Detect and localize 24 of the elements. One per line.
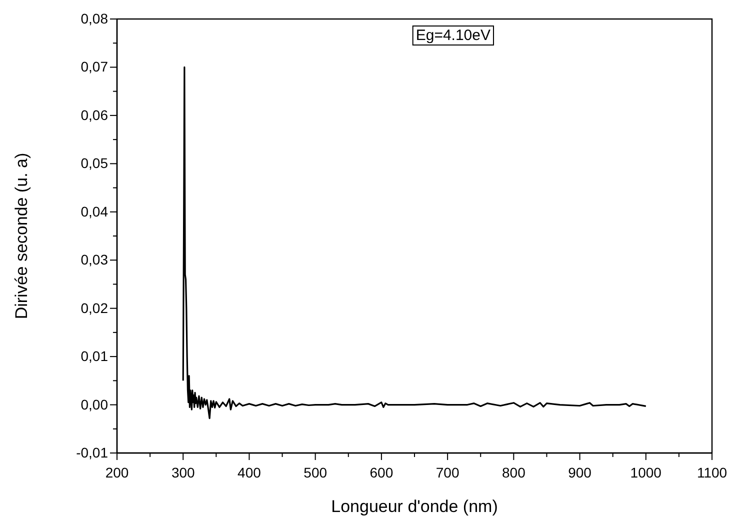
x-tick-label: 1000: [630, 464, 662, 480]
x-tick-label: 300: [171, 464, 196, 480]
y-tick-label: 0,04: [80, 203, 108, 220]
y-tick-label: 0,00: [80, 396, 108, 412]
y-tick-label: 0,01: [80, 348, 108, 364]
x-tick-label: 400: [238, 464, 262, 480]
line-series: [182, 66, 647, 420]
x-tick-label: 1100: [696, 464, 728, 480]
x-tick-label: 600: [370, 464, 394, 480]
x-tick-label: 200: [105, 464, 129, 480]
x-tick-label: 900: [568, 464, 592, 480]
y-tick-label: 0,06: [80, 106, 108, 123]
annotation: Eg=4.10eV: [416, 27, 491, 44]
y-tick-label: 0,07: [80, 58, 108, 75]
y-axis-title: Dirivée seconde (u. a): [12, 152, 31, 320]
x-axis-title: Longueur d'onde (nm): [331, 497, 498, 516]
x-tick-label: 700: [436, 464, 460, 480]
x-tick-label: 500: [304, 464, 328, 480]
x-tick-label: 800: [502, 464, 526, 480]
y-tick-label: 0,03: [80, 252, 108, 268]
y-tick-label: 0,05: [80, 155, 108, 172]
y-tick-label: 0,08: [80, 10, 108, 26]
y-tick-label: 0,02: [80, 300, 108, 316]
y-tick-label: -0,01: [76, 444, 108, 460]
